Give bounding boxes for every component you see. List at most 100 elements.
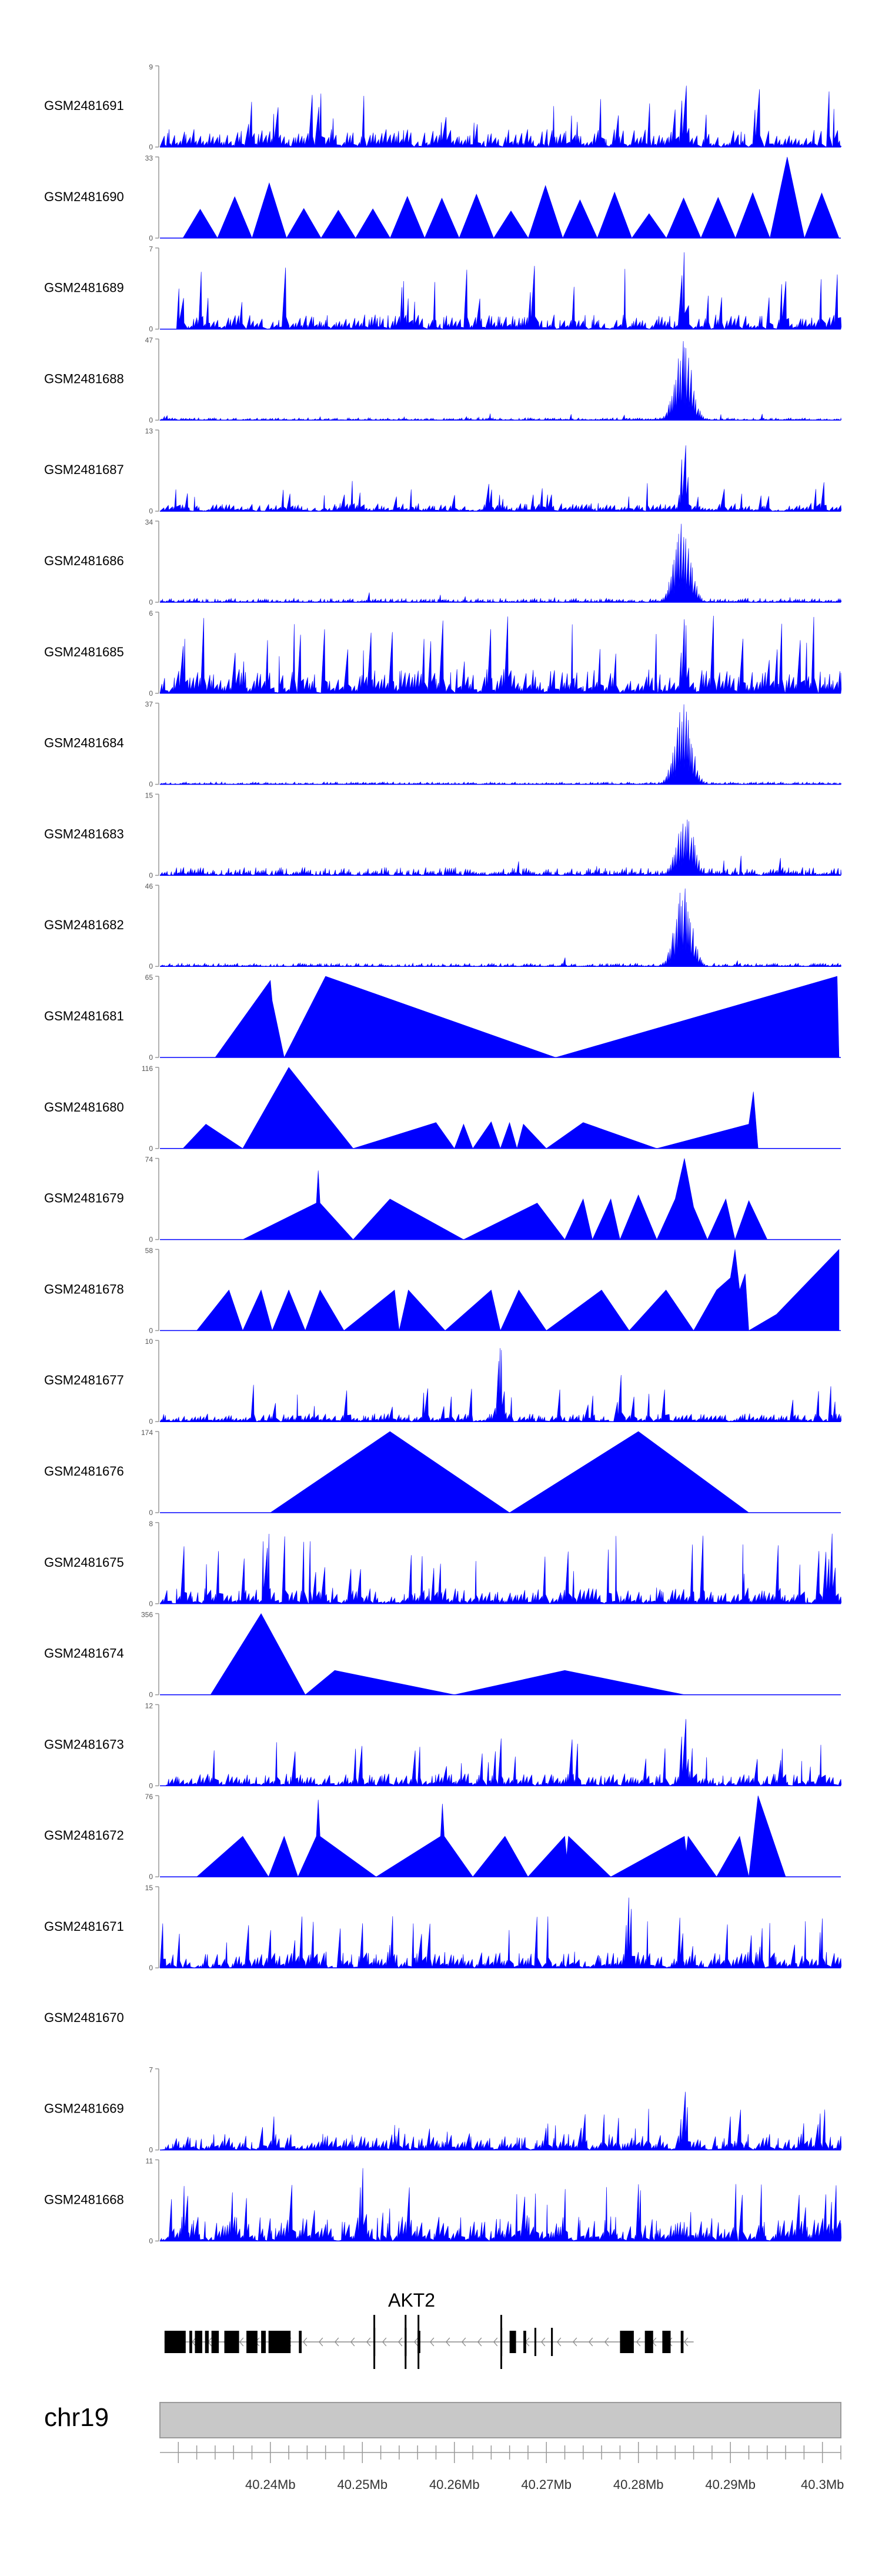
track-GSM2481677: GSM2481677 10 0 — [44, 1337, 842, 1426]
y-min-label: 0 — [149, 689, 153, 698]
strand-arrow-icon — [239, 2337, 244, 2347]
track-label: GSM2481673 — [44, 1737, 124, 1751]
strand-arrow-icon — [302, 2337, 308, 2347]
coverage-area — [159, 615, 842, 694]
track-label: GSM2481689 — [44, 281, 124, 295]
strand-arrow-icon — [683, 2337, 689, 2347]
exon-block — [195, 2331, 202, 2353]
strand-arrow-icon — [540, 2337, 546, 2347]
y-min-label: 0 — [149, 143, 153, 151]
exon-block — [373, 2315, 376, 2369]
y-max-label: 6 — [149, 609, 153, 618]
track-label: GSM2481688 — [44, 371, 124, 386]
x-tick-label: 40.29Mb — [705, 2477, 756, 2492]
y-max-label: 37 — [145, 700, 153, 709]
exon-block — [551, 2328, 553, 2356]
x-tick-label: 40.26Mb — [429, 2477, 480, 2492]
strand-arrow-icon — [588, 2337, 593, 2347]
y-min-label: 0 — [149, 2237, 153, 2245]
data-tracks: GSM248169190GSM2481690330GSM248168970GSM… — [44, 63, 842, 2245]
y-min-label: 0 — [149, 507, 153, 515]
track-label: GSM2481674 — [44, 1646, 124, 1661]
exon-block — [268, 2331, 291, 2353]
y-max-label: 9 — [149, 63, 153, 71]
track-GSM2481691: GSM2481691 9 0 — [44, 63, 842, 151]
coverage-area — [182, 156, 840, 239]
y-max-label: 76 — [145, 1793, 153, 1801]
exon-block — [500, 2315, 502, 2369]
exon-block — [620, 2331, 634, 2353]
coverage-area — [176, 252, 842, 330]
y-max-label: 15 — [145, 1884, 153, 1892]
y-max-label: 7 — [149, 2066, 153, 2074]
y-max-label: 13 — [145, 427, 153, 435]
y-min-label: 0 — [149, 962, 153, 970]
exon-block — [417, 2315, 420, 2369]
track-GSM2481671: GSM2481671 15 0 — [44, 1884, 842, 1972]
coverage-area — [159, 2091, 842, 2151]
y-min-label: 0 — [149, 780, 153, 789]
y-min-label: 0 — [149, 1417, 153, 1426]
track-GSM2481675: GSM2481675 8 0 — [44, 1520, 842, 1608]
exon-block — [261, 2331, 266, 2353]
y-max-label: 10 — [145, 1337, 153, 1346]
strand-arrow-icon — [334, 2337, 339, 2347]
exon-block — [205, 2331, 209, 2353]
track-GSM2481681: GSM2481681 65 0 — [44, 973, 841, 1062]
coverage-area — [159, 2168, 842, 2242]
y-min-label: 0 — [149, 1053, 153, 1062]
y-min-label: 0 — [149, 1873, 153, 1881]
coverage-area — [159, 1348, 842, 1422]
strand-arrow-icon — [397, 2337, 403, 2347]
y-min-label: 0 — [149, 1691, 153, 1699]
coverage-area — [159, 341, 842, 421]
track-label: GSM2481683 — [44, 826, 124, 841]
strand-arrow-icon — [477, 2337, 482, 2347]
track-label: GSM2481691 — [44, 98, 124, 113]
track-GSM2481674: GSM2481674 356 0 — [44, 1611, 841, 1699]
y-min-label: 0 — [149, 1236, 153, 1244]
y-max-label: 11 — [146, 2157, 153, 2165]
track-label: GSM2481679 — [44, 1191, 124, 1206]
track-label: GSM2481680 — [44, 1100, 124, 1115]
strand-arrow-icon — [382, 2337, 387, 2347]
track-GSM2481687: GSM2481687 13 0 — [44, 427, 842, 515]
gene-model-track: AKT2 — [164, 2290, 694, 2369]
exon-block — [534, 2328, 537, 2356]
strand-arrow-icon — [461, 2337, 466, 2347]
coverage-area — [159, 1533, 842, 1604]
strand-arrow-icon — [636, 2337, 641, 2347]
y-min-label: 0 — [149, 871, 153, 879]
track-GSM2481689: GSM2481689 7 0 — [44, 245, 842, 333]
track-label: GSM2481685 — [44, 645, 124, 659]
x-tick-label: 40.28Mb — [613, 2477, 664, 2492]
exon-block — [405, 2315, 407, 2369]
exon-block — [211, 2331, 219, 2353]
track-label: GSM2481675 — [44, 1555, 124, 1570]
track-label: GSM2481686 — [44, 553, 124, 568]
exon-block — [680, 2331, 684, 2353]
track-GSM2481684: GSM2481684 37 0 — [44, 700, 842, 789]
track-label: GSM2481687 — [44, 462, 124, 477]
chromosome-ideogram-bar — [159, 2402, 841, 2438]
x-tick-label: 40.25Mb — [337, 2477, 387, 2492]
track-label: GSM2481690 — [44, 189, 124, 204]
y-max-label: 47 — [145, 336, 153, 344]
track-GSM2481686: GSM2481686 34 0 — [44, 518, 842, 606]
y-min-label: 0 — [149, 598, 153, 606]
track-GSM2481682: GSM2481682 46 0 — [44, 882, 842, 970]
coverage-area — [269, 1431, 750, 1513]
track-label: GSM2481676 — [44, 1464, 124, 1479]
track-label: GSM2481684 — [44, 736, 124, 750]
strand-arrow-icon — [493, 2337, 498, 2347]
exon-block — [299, 2331, 302, 2353]
y-max-label: 58 — [145, 1246, 153, 1254]
track-GSM2481685: GSM2481685 6 0 — [44, 609, 842, 698]
exon-block — [224, 2331, 239, 2353]
coverage-area — [159, 819, 842, 876]
coverage-area — [242, 1158, 768, 1240]
y-min-label: 0 — [149, 1964, 153, 1972]
coverage-area — [165, 1719, 842, 1786]
strand-arrow-icon — [556, 2337, 562, 2347]
